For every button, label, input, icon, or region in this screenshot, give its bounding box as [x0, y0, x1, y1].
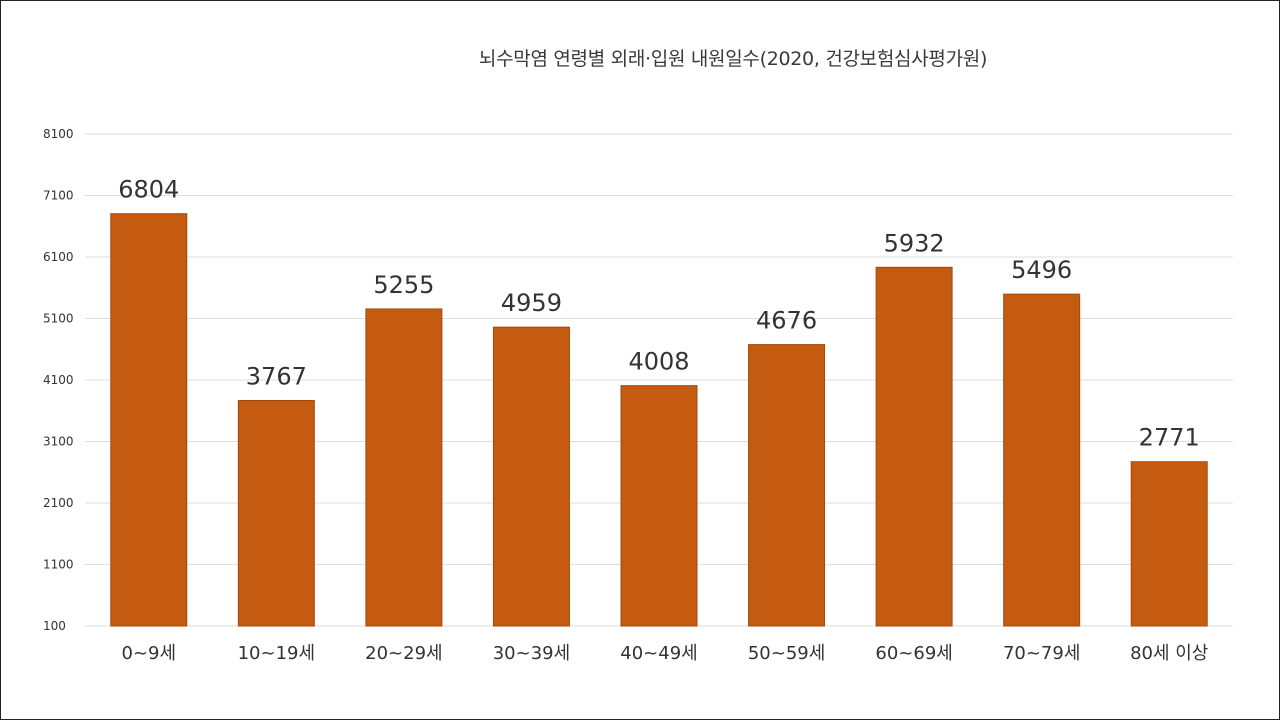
x-tick-label: 40~49세 — [620, 643, 697, 664]
bar — [748, 344, 826, 627]
y-tick-label: 4100 — [43, 373, 74, 387]
y-tick-label: 3100 — [43, 435, 74, 449]
bar — [620, 385, 698, 627]
value-labels: 6804 3767 5255 4959 4008 4676 5932 5496 2771 — [118, 176, 1200, 452]
data-label: 6804 — [118, 176, 179, 204]
bar — [1130, 461, 1208, 627]
x-tick-label: 70~79세 — [1003, 643, 1080, 664]
data-label: 5932 — [884, 229, 945, 257]
bar — [1003, 293, 1081, 627]
y-tick-label: 5100 — [43, 312, 74, 326]
y-tick-label: 1100 — [43, 558, 74, 572]
x-tick-label: 80세 이상 — [1130, 643, 1208, 664]
x-tick-label: 50~59세 — [748, 643, 825, 664]
y-tick-label: 7100 — [43, 189, 74, 203]
y-tick-label: 8100 — [43, 127, 74, 141]
y-axis-ticks: 100 1100 2100 3100 4100 5100 6100 7100 8100 — [43, 127, 74, 633]
data-label: 2771 — [1139, 424, 1200, 452]
bar — [875, 266, 953, 627]
data-label: 4959 — [501, 289, 562, 317]
data-label: 4008 — [628, 348, 689, 376]
chart-title: 뇌수막염 연령별 외래·입원 내원일수(2020, 건강보험심사평가원) — [478, 48, 988, 70]
bar — [237, 399, 315, 627]
data-label: 4676 — [756, 307, 817, 335]
data-label: 5255 — [373, 271, 434, 299]
bar — [365, 308, 443, 627]
bar — [110, 213, 188, 627]
y-tick-label: 2100 — [43, 496, 74, 510]
data-label: 3767 — [246, 362, 307, 390]
y-tick-label: 100 — [43, 619, 66, 633]
bar — [492, 326, 570, 627]
x-tick-label: 60~69세 — [875, 643, 952, 664]
bars — [110, 213, 1208, 627]
x-tick-label: 20~29세 — [365, 643, 442, 664]
x-tick-label: 10~19세 — [238, 643, 315, 664]
x-tick-label: 0~9세 — [122, 643, 177, 664]
data-label: 5496 — [1011, 256, 1072, 284]
x-axis-labels: 0~9세 10~19세 20~29세 30~39세 40~49세 50~59세 60~69세… — [122, 643, 1209, 664]
x-tick-label: 30~39세 — [493, 643, 570, 664]
y-tick-label: 6100 — [43, 250, 74, 264]
